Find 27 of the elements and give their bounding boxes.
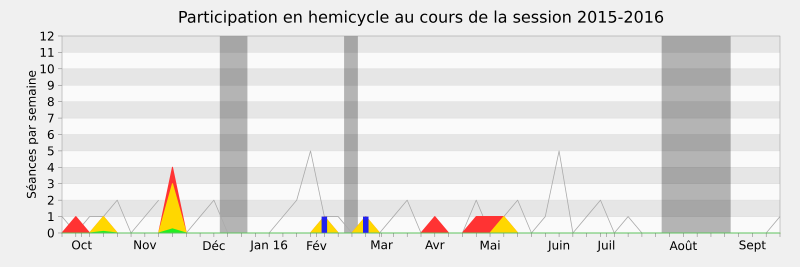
x-tick-label: Sept: [740, 240, 766, 252]
x-tick-label: Oct: [72, 240, 92, 250]
y-tick-label: 5: [48, 146, 54, 156]
x-tick-label: Juin: [547, 240, 570, 252]
y-axis-title: Séances par semaine: [26, 70, 38, 198]
y-tick-label: 6: [48, 130, 54, 140]
y-tick-label: 9: [48, 80, 54, 90]
y-tick-label: 10: [40, 64, 54, 74]
x-tick-label: Avr: [425, 240, 445, 250]
x-tick-label: Jan 16: [250, 240, 288, 252]
x-tick-label: Août: [670, 240, 697, 250]
y-tick-label: 1: [48, 212, 54, 221]
y-tick-label: 7: [48, 114, 54, 122]
x-tick-label: Déc: [203, 240, 225, 250]
y-tick-label: 4: [48, 162, 54, 172]
x-tick-label: Mar: [371, 240, 393, 250]
x-tick-label: Juil: [596, 240, 614, 252]
x-tick-label: Nov: [134, 240, 156, 250]
y-tick-label: 0: [48, 228, 54, 238]
y-tick-label: 3: [48, 179, 54, 188]
x-tick-label: Mai: [480, 240, 500, 250]
y-tick-label: 2: [48, 196, 54, 205]
y-tick-label: 8: [48, 97, 54, 106]
y-tick-label: 11: [40, 48, 54, 57]
x-tick-label: Fév: [307, 240, 326, 250]
chart-title: Participation en hemicycle au cours de la session 2015-2016: [179, 10, 664, 26]
y-tick-label: 12: [40, 32, 54, 40]
